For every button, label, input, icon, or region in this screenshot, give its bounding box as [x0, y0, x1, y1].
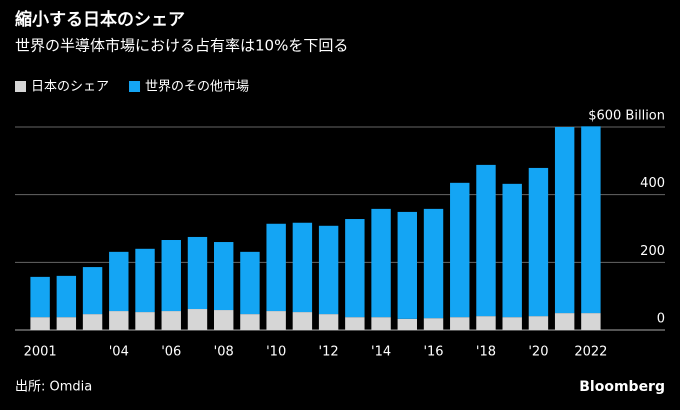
bar-segment — [266, 223, 286, 312]
x-tick-label: '18 — [476, 345, 496, 360]
x-tick-label: 2001 — [24, 345, 57, 360]
y-tick-label: 0 — [657, 312, 665, 327]
bar-segment — [135, 312, 155, 330]
bar-segment — [135, 248, 155, 313]
x-tick-label: '08 — [214, 345, 234, 360]
bar-segment — [581, 313, 601, 330]
bar-segment — [397, 318, 417, 330]
bar-segment — [240, 251, 260, 315]
x-tick-label: '14 — [371, 345, 391, 360]
bar-segment — [554, 313, 575, 330]
y-tick-label: 200 — [640, 244, 665, 259]
bar-segment — [109, 311, 129, 330]
bar-segment — [214, 242, 234, 311]
bar-segment — [56, 317, 77, 330]
x-tick-label: '04 — [109, 345, 129, 360]
y-tick-label: 400 — [640, 176, 665, 191]
x-tick-label: '20 — [528, 345, 548, 360]
bar-segment — [450, 182, 470, 318]
bar-segment — [187, 236, 208, 310]
legend-swatch — [15, 81, 26, 92]
bar-segment — [423, 208, 444, 319]
x-tick-label: '16 — [423, 345, 443, 360]
bar-segment — [528, 167, 549, 317]
bar-segment — [502, 183, 522, 318]
bar-segment — [371, 317, 391, 330]
source: 出所: Omdia — [15, 380, 92, 395]
bar-segment — [266, 311, 286, 330]
x-tick-label: '12 — [319, 345, 339, 360]
chart-title: 縮小する日本のシェア — [15, 9, 185, 30]
legend-swatch — [129, 81, 141, 92]
bar-segment — [292, 222, 313, 313]
bar-segment — [502, 317, 522, 330]
legend-label: 日本のシェア — [31, 80, 109, 95]
bar-segment — [345, 219, 365, 318]
y-tick-label: $600 Billion — [588, 109, 665, 124]
bar-segment — [109, 251, 129, 312]
bar-segment — [476, 316, 496, 330]
brand: Bloomberg — [579, 379, 665, 395]
bar-segment — [318, 314, 339, 330]
chart-subtitle: 世界の半導体市場における占有率は10%を下回る — [15, 37, 348, 55]
bar-segment — [187, 309, 208, 330]
bar-segment — [581, 126, 601, 314]
bar-segment — [30, 317, 50, 330]
x-tick-label: 2022 — [574, 345, 607, 360]
bar-segment — [161, 311, 181, 330]
bar-segment — [30, 276, 50, 318]
bar-segment — [82, 314, 103, 330]
bar-segment — [554, 127, 575, 314]
bar-segment — [528, 316, 549, 330]
bar-segment — [345, 317, 365, 330]
bar-segment — [82, 267, 103, 315]
bar-segment — [292, 312, 313, 330]
bar-segment — [397, 211, 417, 319]
bar-segment — [371, 208, 391, 318]
bar-segment — [450, 317, 470, 330]
bar-segment — [318, 225, 339, 315]
bar-segment — [214, 310, 234, 330]
bar-segment — [423, 318, 444, 330]
bar-segment — [56, 275, 77, 318]
bar-segment — [161, 240, 181, 312]
bar-segment — [476, 164, 496, 317]
x-tick-label: '06 — [161, 345, 181, 360]
bar-segment — [240, 314, 260, 330]
x-tick-label: '10 — [266, 345, 286, 360]
legend-label: 世界のその他市場 — [145, 79, 249, 95]
